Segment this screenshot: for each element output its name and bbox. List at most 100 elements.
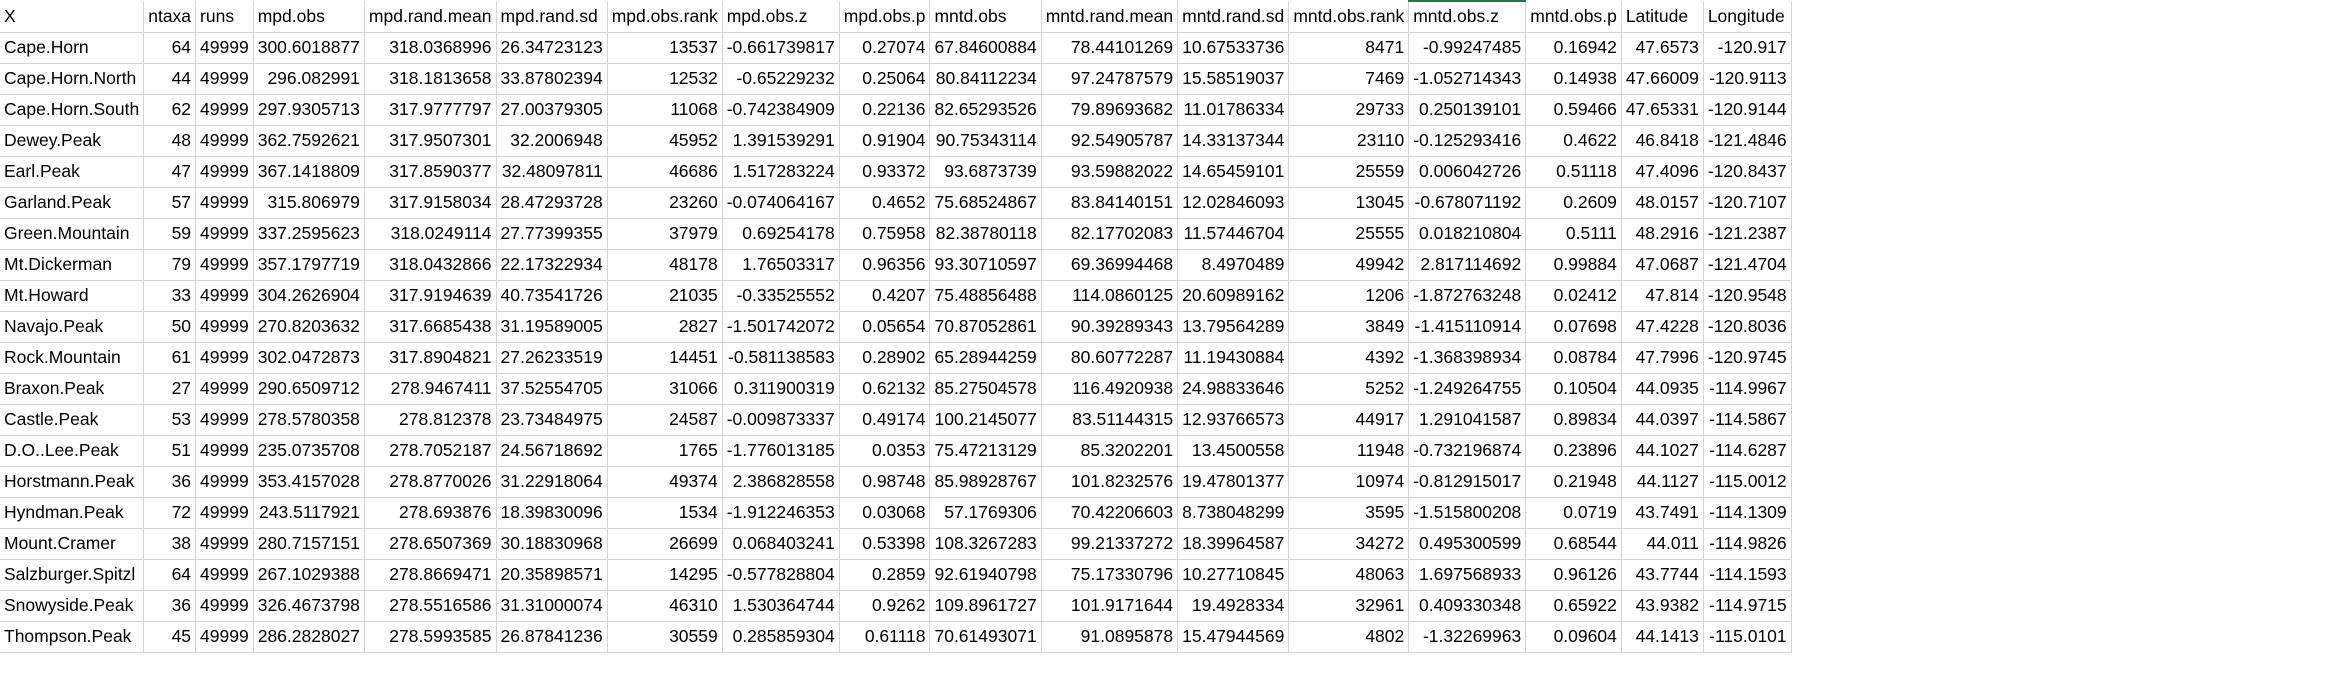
cell-mpd-obs-p[interactable]: 0.62132 [839, 373, 931, 405]
cell-mpd-rand-mean[interactable]: 318.0368996 [364, 32, 497, 64]
cell-longitude[interactable]: -120.8437 [1703, 156, 1792, 188]
header-cell-ntaxa[interactable]: ntaxa [143, 1, 197, 33]
cell-mpd-obs-p[interactable]: 0.03068 [839, 497, 931, 529]
cell-mpd-rand-mean[interactable]: 278.9467411 [364, 373, 497, 405]
cell-x[interactable]: Garland.Peak [0, 187, 145, 219]
cell-mntd-rand-sd[interactable]: 15.58519037 [1177, 63, 1290, 95]
cell-runs[interactable]: 49999 [195, 249, 254, 281]
cell-mntd-obs-rank[interactable]: 10974 [1288, 466, 1410, 498]
cell-runs[interactable]: 49999 [195, 528, 254, 560]
cell-mpd-obs-p[interactable]: 0.4652 [839, 187, 931, 219]
cell-runs[interactable]: 49999 [195, 311, 254, 343]
cell-x[interactable]: Thompson.Peak [0, 621, 145, 653]
cell-mntd-rand-mean[interactable]: 101.8232576 [1041, 466, 1179, 498]
cell-latitude[interactable]: 47.66009 [1621, 63, 1704, 95]
cell-mpd-rand-sd[interactable]: 33.87802394 [496, 63, 608, 95]
cell-longitude[interactable]: -120.917 [1703, 32, 1792, 64]
cell-latitude[interactable]: 44.1413 [1621, 621, 1704, 653]
cell-mpd-rand-sd[interactable]: 26.34723123 [496, 32, 608, 64]
cell-mntd-obs[interactable]: 82.38780118 [929, 218, 1042, 250]
header-cell-mpd-rand-mean[interactable]: mpd.rand.mean [364, 1, 497, 33]
cell-latitude[interactable]: 44.011 [1621, 528, 1704, 560]
cell-mpd-rand-mean[interactable]: 317.8590377 [364, 156, 497, 188]
cell-latitude[interactable]: 44.1127 [1621, 466, 1704, 498]
cell-ntaxa[interactable]: 64 [143, 32, 197, 64]
cell-x[interactable]: Snowyside.Peak [0, 590, 145, 622]
cell-latitude[interactable]: 44.0935 [1621, 373, 1704, 405]
cell-mntd-obs[interactable]: 70.61493071 [929, 621, 1042, 653]
cell-mntd-rand-sd[interactable]: 10.27710845 [1177, 559, 1290, 591]
cell-mntd-rand-mean[interactable]: 82.17702083 [1041, 218, 1179, 250]
cell-mpd-rand-mean[interactable]: 317.9194639 [364, 280, 497, 312]
cell-mpd-obs-rank[interactable]: 12532 [607, 63, 723, 95]
cell-longitude[interactable]: -120.9548 [1703, 280, 1792, 312]
cell-ntaxa[interactable]: 53 [143, 404, 197, 436]
cell-mpd-obs-z[interactable]: 1.530364744 [722, 590, 840, 622]
cell-runs[interactable]: 49999 [195, 218, 254, 250]
cell-ntaxa[interactable]: 50 [143, 311, 197, 343]
cell-mpd-rand-sd[interactable]: 27.00379305 [496, 94, 608, 126]
cell-mpd-rand-mean[interactable]: 318.1813658 [364, 63, 497, 95]
cell-mpd-obs-rank[interactable]: 46310 [607, 590, 723, 622]
cell-runs[interactable]: 49999 [195, 94, 254, 126]
cell-mpd-obs[interactable]: 243.5117921 [253, 497, 365, 529]
cell-mpd-obs[interactable]: 286.2828027 [253, 621, 365, 653]
cell-mntd-obs[interactable]: 70.87052861 [929, 311, 1042, 343]
cell-runs[interactable]: 49999 [195, 435, 254, 467]
cell-mntd-obs-rank[interactable]: 23110 [1288, 125, 1410, 157]
cell-ntaxa[interactable]: 64 [143, 559, 197, 591]
cell-mntd-rand-mean[interactable]: 92.54905787 [1041, 125, 1179, 157]
cell-latitude[interactable]: 47.4228 [1621, 311, 1704, 343]
cell-mntd-obs[interactable]: 85.27504578 [929, 373, 1042, 405]
cell-latitude[interactable]: 47.0687 [1621, 249, 1704, 281]
cell-longitude[interactable]: -120.7107 [1703, 187, 1792, 219]
cell-longitude[interactable]: -120.9144 [1703, 94, 1792, 126]
cell-mpd-rand-mean[interactable]: 318.0432866 [364, 249, 497, 281]
cell-mntd-rand-mean[interactable]: 99.21337272 [1041, 528, 1179, 560]
cell-x[interactable]: Salzburger.Spitzl [0, 559, 145, 591]
cell-mntd-rand-sd[interactable]: 12.02846093 [1177, 187, 1290, 219]
cell-x[interactable]: D.O..Lee.Peak [0, 435, 145, 467]
cell-mpd-obs-z[interactable]: 0.69254178 [722, 218, 840, 250]
cell-longitude[interactable]: -114.6287 [1703, 435, 1792, 467]
cell-mpd-obs-z[interactable]: 2.386828558 [722, 466, 840, 498]
cell-mntd-obs-z[interactable]: -0.678071192 [1408, 187, 1527, 219]
cell-x[interactable]: Green.Mountain [0, 218, 145, 250]
cell-mpd-rand-mean[interactable]: 278.5516586 [364, 590, 497, 622]
cell-mpd-rand-sd[interactable]: 28.47293728 [496, 187, 608, 219]
cell-mpd-obs-z[interactable]: 0.285859304 [722, 621, 840, 653]
cell-latitude[interactable]: 48.0157 [1621, 187, 1704, 219]
cell-ntaxa[interactable]: 48 [143, 125, 197, 157]
header-cell-longitude[interactable]: Longitude [1703, 1, 1792, 33]
cell-mpd-obs-rank[interactable]: 45952 [607, 125, 723, 157]
cell-mntd-rand-mean[interactable]: 90.39289343 [1041, 311, 1179, 343]
cell-mntd-obs-rank[interactable]: 4392 [1288, 342, 1410, 374]
cell-mpd-rand-mean[interactable]: 317.9777797 [364, 94, 497, 126]
cell-mpd-obs-z[interactable]: -0.581138583 [722, 342, 840, 374]
cell-mpd-obs-rank[interactable]: 24587 [607, 404, 723, 436]
cell-mpd-obs-rank[interactable]: 14295 [607, 559, 723, 591]
cell-mntd-obs-z[interactable]: -1.249264755 [1408, 373, 1527, 405]
cell-mntd-obs-rank[interactable]: 7469 [1288, 63, 1410, 95]
cell-mpd-rand-sd[interactable]: 32.2006948 [496, 125, 608, 157]
cell-mntd-obs-z[interactable]: 1.697568933 [1408, 559, 1527, 591]
cell-mpd-obs-z[interactable]: -0.65229232 [722, 63, 840, 95]
header-cell-mntd-obs-rank[interactable]: mntd.obs.rank [1288, 1, 1410, 33]
cell-mntd-obs-p[interactable]: 0.51118 [1525, 156, 1622, 188]
cell-mntd-rand-sd[interactable]: 10.67533736 [1177, 32, 1290, 64]
cell-mntd-obs[interactable]: 92.61940798 [929, 559, 1042, 591]
header-cell-runs[interactable]: runs [195, 1, 254, 33]
cell-x[interactable]: Cape.Horn.South [0, 94, 145, 126]
cell-runs[interactable]: 49999 [195, 559, 254, 591]
cell-mpd-obs-z[interactable]: 0.311900319 [722, 373, 840, 405]
cell-mntd-obs-rank[interactable]: 32961 [1288, 590, 1410, 622]
cell-mpd-rand-mean[interactable]: 317.9158034 [364, 187, 497, 219]
cell-mpd-obs-p[interactable]: 0.2859 [839, 559, 931, 591]
cell-mntd-obs-rank[interactable]: 25559 [1288, 156, 1410, 188]
cell-mntd-obs[interactable]: 67.84600884 [929, 32, 1042, 64]
cell-mpd-rand-mean[interactable]: 278.8770026 [364, 466, 497, 498]
cell-mpd-obs-p[interactable]: 0.49174 [839, 404, 931, 436]
cell-mpd-obs-z[interactable]: 1.517283224 [722, 156, 840, 188]
cell-mpd-rand-sd[interactable]: 20.35898571 [496, 559, 608, 591]
cell-mntd-obs[interactable]: 109.8961727 [929, 590, 1042, 622]
